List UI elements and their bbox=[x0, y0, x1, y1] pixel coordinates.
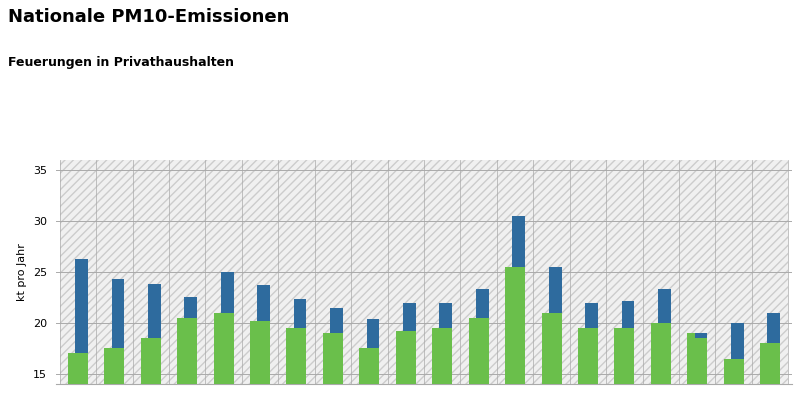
Bar bbox=[622, 300, 634, 328]
Bar bbox=[461, 160, 497, 384]
Bar bbox=[359, 348, 372, 400]
Bar bbox=[141, 338, 154, 400]
Bar bbox=[403, 331, 416, 400]
Bar bbox=[687, 333, 700, 400]
Text: Feuerungen in Privathaushalten: Feuerungen in Privathaushalten bbox=[8, 56, 234, 69]
Bar bbox=[549, 267, 562, 313]
Bar bbox=[221, 313, 234, 400]
Bar bbox=[242, 160, 278, 384]
Bar bbox=[642, 160, 679, 384]
Bar bbox=[330, 308, 343, 333]
Bar bbox=[570, 160, 606, 384]
Bar bbox=[366, 319, 379, 348]
Bar bbox=[505, 267, 518, 400]
Text: Nationale PM10-Emissionen: Nationale PM10-Emissionen bbox=[8, 8, 290, 26]
Bar bbox=[177, 318, 190, 400]
Bar bbox=[75, 354, 88, 400]
Bar bbox=[432, 328, 445, 400]
Bar bbox=[658, 323, 671, 400]
Bar bbox=[578, 328, 590, 400]
Bar bbox=[206, 160, 242, 384]
Bar bbox=[214, 313, 226, 400]
Bar bbox=[512, 267, 525, 400]
Bar bbox=[314, 160, 351, 384]
Bar bbox=[614, 328, 627, 400]
Y-axis label: kt pro Jahr: kt pro Jahr bbox=[18, 243, 27, 301]
Bar bbox=[439, 302, 452, 328]
Bar bbox=[497, 160, 534, 384]
Bar bbox=[767, 343, 780, 400]
Bar bbox=[512, 216, 525, 267]
Bar bbox=[250, 321, 262, 400]
Bar bbox=[278, 160, 314, 384]
Bar bbox=[396, 331, 409, 400]
Bar bbox=[651, 323, 663, 400]
Bar bbox=[469, 318, 482, 400]
Bar bbox=[323, 333, 336, 400]
Bar bbox=[679, 160, 715, 384]
Bar bbox=[586, 302, 598, 328]
Bar bbox=[351, 160, 387, 384]
Bar bbox=[258, 285, 270, 321]
Bar bbox=[294, 328, 306, 400]
Bar bbox=[622, 328, 634, 400]
Bar bbox=[658, 289, 671, 323]
Bar bbox=[752, 160, 788, 384]
Bar bbox=[715, 160, 752, 384]
Bar bbox=[549, 313, 562, 400]
Bar bbox=[366, 348, 379, 400]
Bar bbox=[731, 323, 744, 358]
Bar bbox=[185, 318, 197, 400]
Bar bbox=[68, 354, 81, 400]
Bar bbox=[221, 272, 234, 313]
Bar bbox=[586, 328, 598, 400]
Bar bbox=[767, 313, 780, 343]
Bar bbox=[133, 160, 169, 384]
Bar bbox=[60, 160, 96, 384]
Bar bbox=[148, 284, 161, 338]
Bar bbox=[731, 358, 744, 400]
Bar bbox=[439, 328, 452, 400]
Bar bbox=[148, 338, 161, 400]
Bar bbox=[286, 328, 299, 400]
Bar bbox=[387, 160, 424, 384]
Bar bbox=[294, 300, 306, 328]
Bar bbox=[75, 259, 88, 354]
Bar bbox=[694, 333, 707, 400]
Bar bbox=[169, 160, 206, 384]
Bar bbox=[258, 321, 270, 400]
Bar bbox=[542, 313, 554, 400]
Bar bbox=[724, 358, 737, 400]
Bar bbox=[111, 279, 124, 348]
Bar bbox=[694, 333, 707, 338]
Bar bbox=[476, 318, 489, 400]
Bar bbox=[424, 160, 461, 384]
Bar bbox=[476, 289, 489, 318]
Bar bbox=[606, 160, 642, 384]
Bar bbox=[111, 348, 124, 400]
Bar bbox=[403, 302, 416, 331]
Bar bbox=[104, 348, 117, 400]
Bar bbox=[760, 343, 773, 400]
Bar bbox=[96, 160, 133, 384]
Bar bbox=[534, 160, 570, 384]
Bar bbox=[330, 333, 343, 400]
Bar bbox=[185, 298, 197, 318]
